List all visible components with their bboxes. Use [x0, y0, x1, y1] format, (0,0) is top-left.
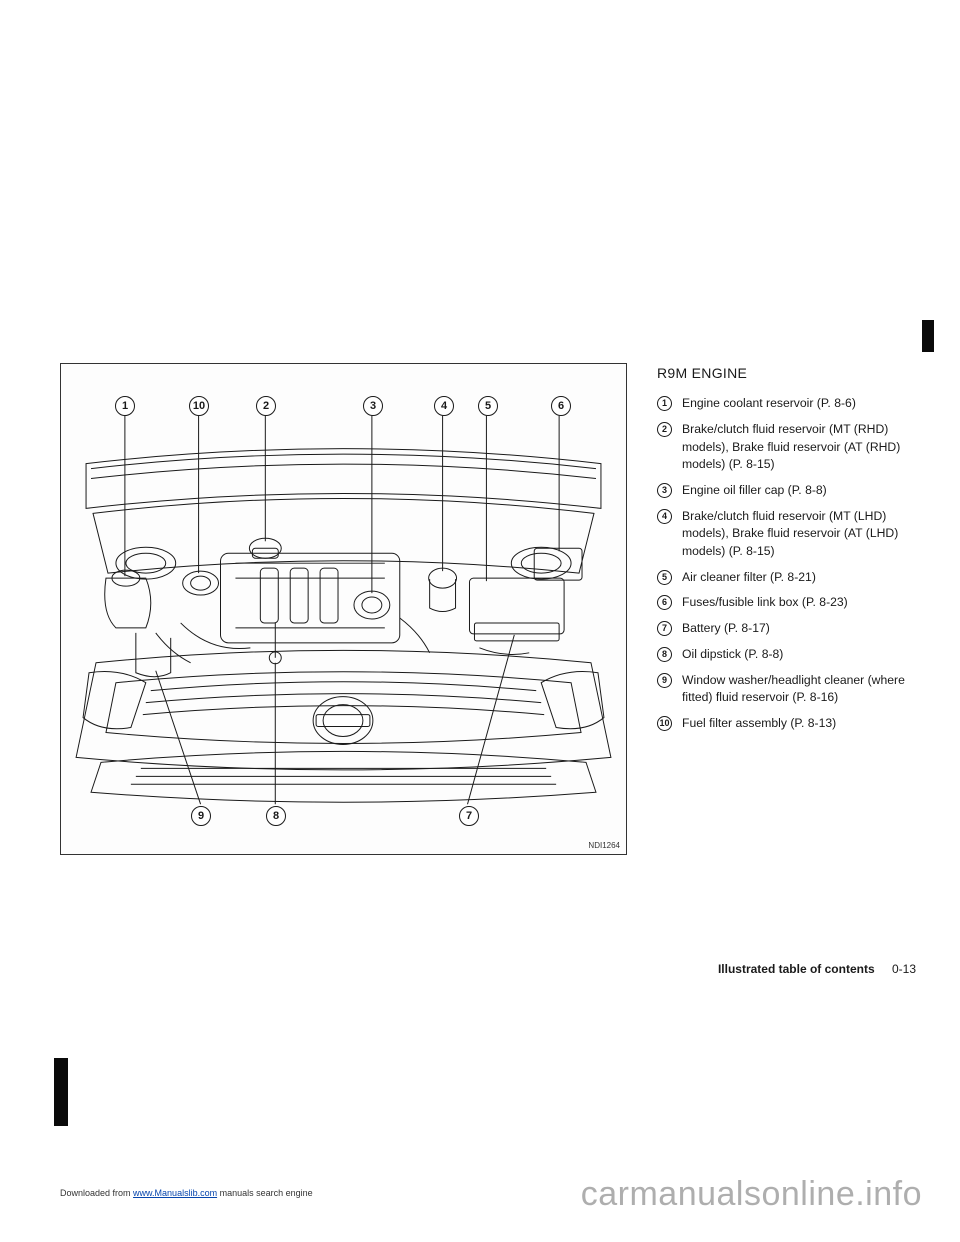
download-link[interactable]: www.Manualslib.com [133, 1188, 217, 1198]
legend-item: 3 Engine oil filler cap (P. 8-8) [657, 482, 925, 500]
manual-page-content: NDI1264 1 10 2 3 4 5 6 9 8 7 R9M ENGINE 1 Engine c… [60, 363, 925, 855]
legend-item: 8 Oil dipstick (P. 8-8) [657, 646, 925, 664]
legend-bubble: 7 [657, 621, 672, 636]
diagram-id-label: NDI1264 [588, 841, 620, 850]
callout-bubble-8: 8 [266, 806, 286, 826]
legend-text: Window washer/headlight cleaner (where f… [682, 672, 925, 707]
footer-page-number: 0-13 [892, 962, 916, 976]
legend-item: 10 Fuel filter assembly (P. 8-13) [657, 715, 925, 733]
legend-text: Fuel filter assembly (P. 8-13) [682, 715, 925, 733]
legend-bubble: 5 [657, 570, 672, 585]
legend-list: 1 Engine coolant reservoir (P. 8-6) 2 Brake… [657, 395, 925, 732]
legend-bubble: 2 [657, 422, 672, 437]
legend-text: Engine coolant reservoir (P. 8-6) [682, 395, 925, 413]
callout-bubble-5: 5 [478, 396, 498, 416]
legend-item: 5 Air cleaner filter (P. 8-21) [657, 569, 925, 587]
legend-item: 7 Battery (P. 8-17) [657, 620, 925, 638]
page-footer: Illustrated table of contents 0-13 [718, 962, 916, 976]
legend-item: 6 Fuses/fusible link box (P. 8-23) [657, 594, 925, 612]
legend-text: Brake/clutch fluid reservoir (MT (LHD) m… [682, 508, 925, 561]
legend-item: 1 Engine coolant reservoir (P. 8-6) [657, 395, 925, 413]
callout-bubble-6: 6 [551, 396, 571, 416]
legend-bubble: 6 [657, 595, 672, 610]
footer-section: Illustrated table of contents [718, 962, 875, 976]
callout-bubble-2: 2 [256, 396, 276, 416]
legend-text: Fuses/fusible link box (P. 8-23) [682, 594, 925, 612]
download-prefix: Downloaded from [60, 1188, 133, 1198]
legend-bubble: 9 [657, 673, 672, 688]
legend-bubble: 3 [657, 483, 672, 498]
legend-column: R9M ENGINE 1 Engine coolant reservoir (P.… [657, 363, 925, 855]
legend-item: 4 Brake/clutch fluid reservoir (MT (LHD) … [657, 508, 925, 561]
legend-text: Oil dipstick (P. 8-8) [682, 646, 925, 664]
callout-bubble-7: 7 [459, 806, 479, 826]
engine-diagram-figure: NDI1264 1 10 2 3 4 5 6 9 8 7 [60, 363, 627, 855]
callout-bubble-4: 4 [434, 396, 454, 416]
legend-bubble: 1 [657, 396, 672, 411]
legend-text: Battery (P. 8-17) [682, 620, 925, 638]
engine-title: R9M ENGINE [657, 363, 925, 383]
callout-bubble-3: 3 [363, 396, 383, 416]
legend-item: 9 Window washer/headlight cleaner (where … [657, 672, 925, 707]
download-source-note: Downloaded from www.Manualslib.com manua… [60, 1188, 313, 1198]
callout-bubble-9: 9 [191, 806, 211, 826]
legend-item: 2 Brake/clutch fluid reservoir (MT (RHD) … [657, 421, 925, 474]
page-edge-tab-left [54, 1058, 68, 1126]
engine-line-art [61, 364, 626, 854]
callout-bubble-10: 10 [189, 396, 209, 416]
download-suffix: manuals search engine [217, 1188, 313, 1198]
page-edge-tab-right [922, 320, 934, 352]
legend-text: Engine oil filler cap (P. 8-8) [682, 482, 925, 500]
watermark-text: carmanualsonline.info [581, 1175, 922, 1214]
callout-bubble-1: 1 [115, 396, 135, 416]
legend-bubble: 8 [657, 647, 672, 662]
legend-bubble: 4 [657, 509, 672, 524]
legend-text: Air cleaner filter (P. 8-21) [682, 569, 925, 587]
legend-text: Brake/clutch fluid reservoir (MT (RHD) m… [682, 421, 925, 474]
legend-bubble: 10 [657, 716, 672, 731]
